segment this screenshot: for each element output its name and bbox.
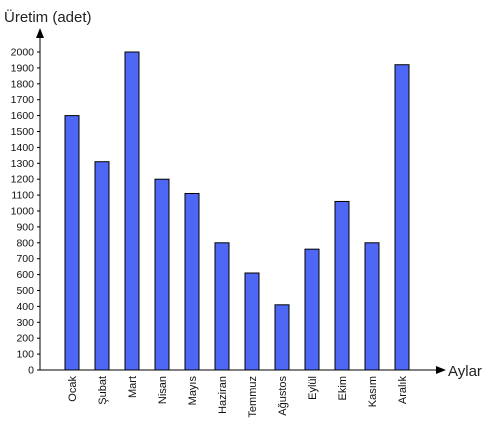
bar xyxy=(154,178,170,371)
bar xyxy=(94,161,110,371)
bar xyxy=(244,272,260,371)
y-tick-label: 0 xyxy=(28,365,34,377)
bar xyxy=(304,248,320,371)
y-tick-label: 2000 xyxy=(11,47,35,59)
bar xyxy=(184,193,200,371)
y-tick-label: 100 xyxy=(16,349,34,361)
y-tick-label: 1300 xyxy=(11,158,35,170)
x-tick-label: Ekim xyxy=(337,376,349,400)
bar xyxy=(274,304,290,371)
y-tick-label: 700 xyxy=(16,253,34,265)
y-tick-label: 500 xyxy=(16,285,34,297)
x-tick-label: Mart xyxy=(127,376,139,398)
bars xyxy=(64,51,410,371)
y-tick-label: 1400 xyxy=(11,142,35,154)
bar xyxy=(364,242,380,371)
bar xyxy=(394,64,410,371)
bar xyxy=(64,115,80,371)
y-axis-title: Üretim (adet) xyxy=(4,8,92,26)
x-axis-arrow-icon xyxy=(436,366,446,374)
y-tick-label: 1000 xyxy=(11,206,35,218)
y-tick-label: 600 xyxy=(16,269,34,281)
x-tick-label: Nisan xyxy=(157,376,169,404)
y-tick-label: 1900 xyxy=(11,62,35,74)
bar xyxy=(334,200,350,371)
y-axis-ticks: 0 100 200 300 400 500 600 700 800 900 1000 1100 1200… xyxy=(11,47,40,377)
y-tick-label: 1500 xyxy=(11,126,35,138)
x-tick-label: Eylül xyxy=(307,376,319,400)
x-axis-title: Aylar xyxy=(448,363,482,380)
y-axis-arrow-icon xyxy=(36,28,44,38)
x-axis-tick-labels: Ocak Şubat Mart Nisan Mayıs Haziran Temmuz Ağus… xyxy=(67,376,409,418)
y-tick-label: 1200 xyxy=(11,174,35,186)
bar xyxy=(214,242,230,371)
x-tick-label: Temmuz xyxy=(247,376,259,418)
x-tick-label: Kasım xyxy=(367,376,379,407)
x-tick-label: Şubat xyxy=(97,376,109,405)
y-tick-label: 400 xyxy=(16,301,34,313)
y-tick-label: 300 xyxy=(16,317,34,329)
y-tick-label: 800 xyxy=(16,237,34,249)
x-tick-label: Haziran xyxy=(217,376,229,414)
x-tick-label: Ocak xyxy=(67,376,79,402)
y-tick-label: 200 xyxy=(16,333,34,345)
y-tick-label: 900 xyxy=(16,221,34,233)
y-tick-label: 1800 xyxy=(11,78,35,90)
x-tick-label: Aralık xyxy=(397,376,409,405)
y-tick-label: 1600 xyxy=(11,110,35,122)
y-tick-label: 1700 xyxy=(11,94,35,106)
x-tick-label: Mayıs xyxy=(187,376,199,406)
x-tick-label: Ağustos xyxy=(277,376,289,416)
bar xyxy=(124,51,140,371)
y-tick-label: 1100 xyxy=(11,190,34,202)
